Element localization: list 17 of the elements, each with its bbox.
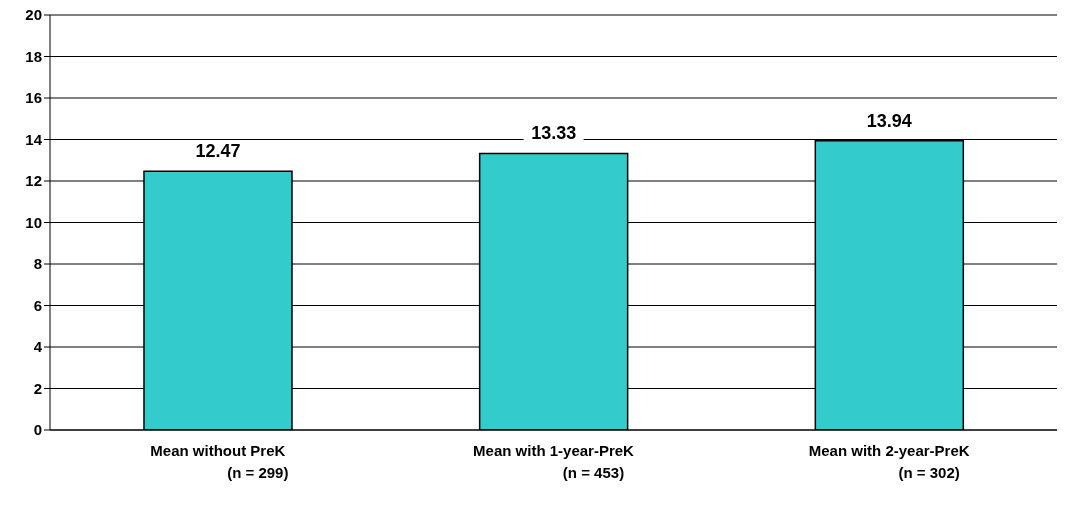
y-tick-label: 10 — [25, 213, 42, 231]
y-tick-label: 2 — [33, 379, 42, 397]
y-tick-label: 4 — [33, 338, 43, 356]
x-tick-label: Mean with 1-year-PreK (n = 453) — [473, 442, 635, 481]
y-tick-label: 14 — [25, 130, 43, 148]
y-tick-label: 12 — [25, 172, 42, 190]
y-tick-label: 0 — [33, 421, 42, 439]
data-label: 13.33 — [531, 123, 577, 144]
data-label: 12.47 — [195, 141, 241, 162]
y-tick-label: 20 — [25, 6, 42, 24]
x-tick-label: Mean with 2-year-PreK (n = 302) — [808, 442, 970, 481]
y-tick-label: 16 — [25, 89, 42, 107]
data-label: 13.94 — [866, 110, 912, 131]
y-tick-label: 18 — [25, 47, 42, 65]
x-tick-label: Mean without PreK (n = 299) — [150, 442, 289, 481]
y-tick-label: 6 — [33, 296, 42, 314]
y-tick-label: 8 — [33, 255, 42, 273]
